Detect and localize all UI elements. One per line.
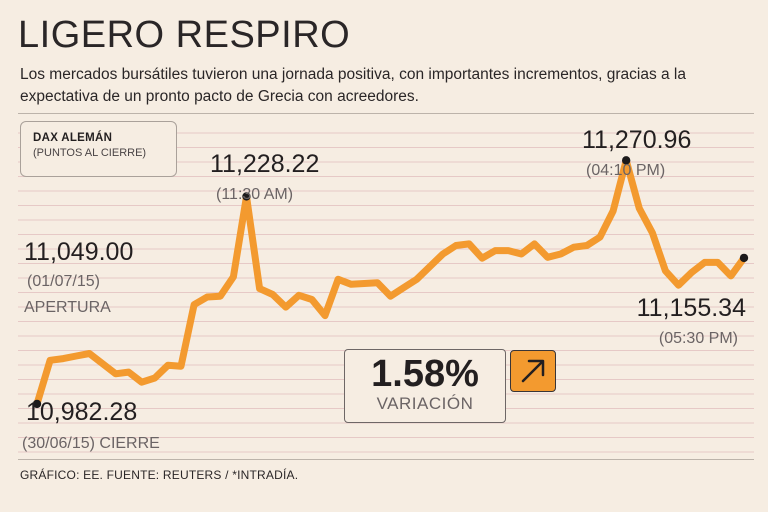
annotation-subtext: (30/06/15) CIERRE: [22, 435, 160, 452]
data-point-marker: [242, 192, 251, 201]
grid-lines: [18, 132, 754, 453]
annotation-subtext: (04:10 PM): [586, 162, 665, 179]
data-point-marker: [621, 156, 631, 165]
marker-layer: [32, 156, 749, 409]
annotation-value: 11,228.22: [210, 150, 319, 178]
arrow-up-right-icon: [510, 350, 556, 392]
index-name: DAX ALEMÁN: [33, 132, 113, 144]
annotation-value: 11,049.00: [24, 238, 133, 266]
data-point-marker: [739, 253, 749, 263]
bottom-divider: [18, 459, 754, 460]
variation-label: VARIACIÓN: [376, 394, 474, 413]
variation-box: 1.58% VARIACIÓN: [344, 349, 506, 423]
annotation-subtext: (05:30 PM): [659, 330, 738, 347]
variation-value: 1.58%: [371, 353, 479, 395]
annotation-label: APERTURA: [24, 299, 111, 316]
annotation-layer: 10,982.28 (30/06/15) CIERRE 11,049.00 (01/0…: [22, 126, 746, 452]
chart-title: LIGERO RESPIRO: [18, 14, 351, 56]
top-divider: [18, 113, 754, 114]
index-legend-box: DAX ALEMÁN (PUNTOS AL CIERRE): [20, 121, 177, 177]
annotation-value: 11,270.96: [582, 126, 691, 154]
chart-subtitle: Los mercados bursátiles tuvieron una jor…: [20, 66, 686, 105]
data-point-marker: [32, 399, 42, 409]
annotation-value: 11,155.34: [637, 294, 746, 322]
annotation-subtext: (11:30 AM): [216, 186, 293, 203]
source-footer: GRÁFICO: EE. FUENTE: REUTERS / *INTRADÍA…: [20, 468, 299, 482]
annotation-value: 10,982.28: [26, 398, 137, 426]
annotation-subtext: (01/07/15): [27, 273, 100, 290]
index-unit: (PUNTOS AL CIERRE): [33, 147, 147, 159]
